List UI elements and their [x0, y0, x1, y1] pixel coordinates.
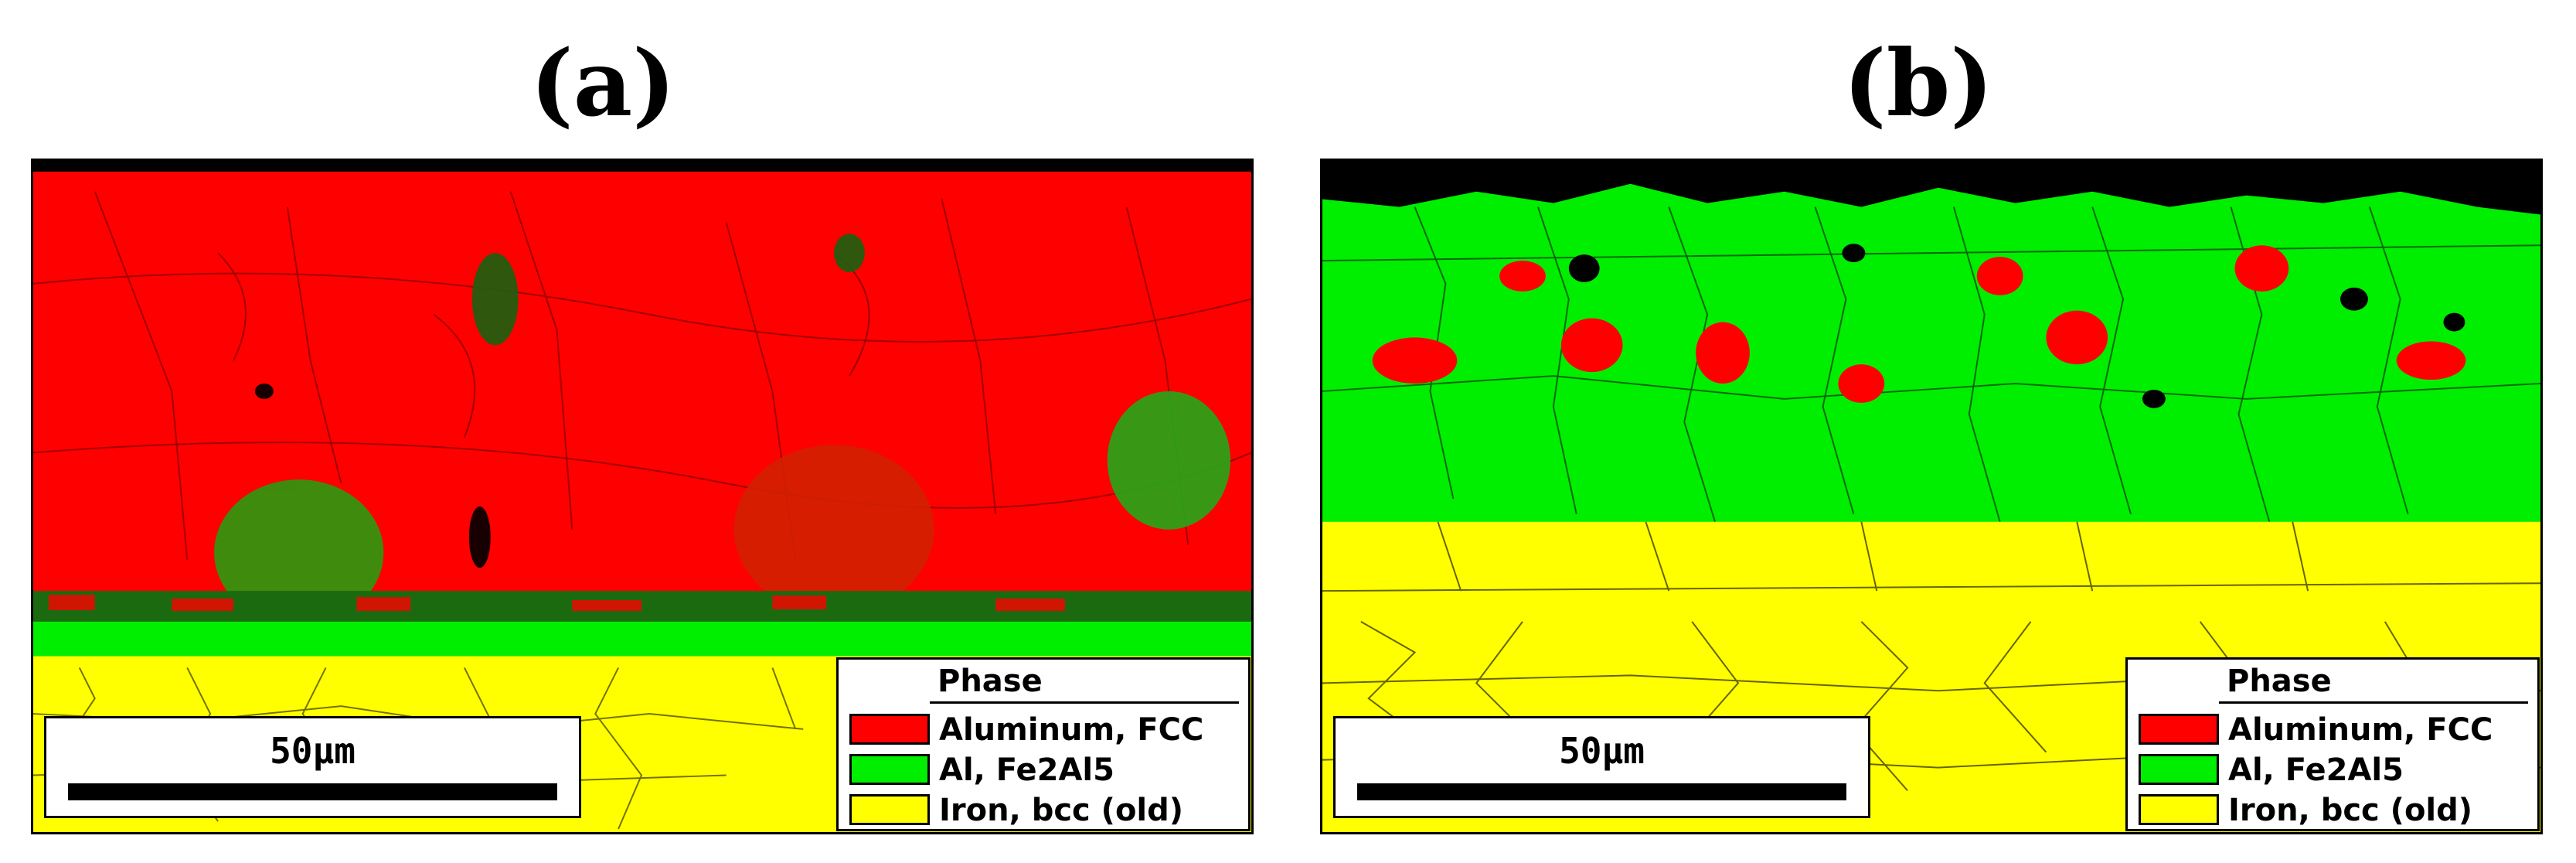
legend-divider-a: [930, 701, 1239, 704]
legend-label: Al, Fe2Al5: [2228, 752, 2404, 788]
scale-bar-label-a: 50μm: [270, 730, 356, 772]
phase-legend-b: Phase Aluminum, FCC Al, Fe2Al5 Iron, bcc…: [2125, 657, 2540, 831]
scale-bar-box-a: 50μm: [44, 716, 581, 818]
scale-bar-b: [1357, 783, 1846, 800]
swatch-yellow: [849, 794, 930, 825]
legend-label: Aluminum, FCC: [939, 712, 1204, 748]
legend-label: Iron, bcc (old): [2228, 793, 2473, 828]
scale-bar-box-b: 50μm: [1333, 716, 1870, 818]
ebsd-phase-map-b: 50μm Phase Aluminum, FCC Al, Fe2Al5 Iron…: [1320, 159, 2543, 834]
phase-legend-a: Phase Aluminum, FCC Al, Fe2Al5 Iron, bcc…: [836, 657, 1251, 831]
ebsd-phase-map-a: 50μm Phase Aluminum, FCC Al, Fe2Al5 Iron…: [31, 159, 1254, 834]
scale-bar-label-b: 50μm: [1559, 730, 1645, 772]
panel-b-label: (b): [1843, 29, 1994, 137]
legend-divider-b: [2219, 701, 2528, 704]
swatch-red: [2139, 714, 2219, 745]
legend-label: Iron, bcc (old): [939, 793, 1184, 828]
legend-title-a: Phase: [938, 663, 1043, 699]
legend-label: Aluminum, FCC: [2228, 712, 2493, 748]
scale-bar-a: [68, 783, 557, 800]
swatch-yellow: [2139, 794, 2219, 825]
panel-a-label: (a): [529, 29, 676, 137]
legend-label: Al, Fe2Al5: [939, 752, 1114, 788]
swatch-red: [849, 714, 930, 745]
swatch-green: [2139, 754, 2219, 785]
legend-title-b: Phase: [2227, 663, 2332, 699]
swatch-green: [849, 754, 930, 785]
